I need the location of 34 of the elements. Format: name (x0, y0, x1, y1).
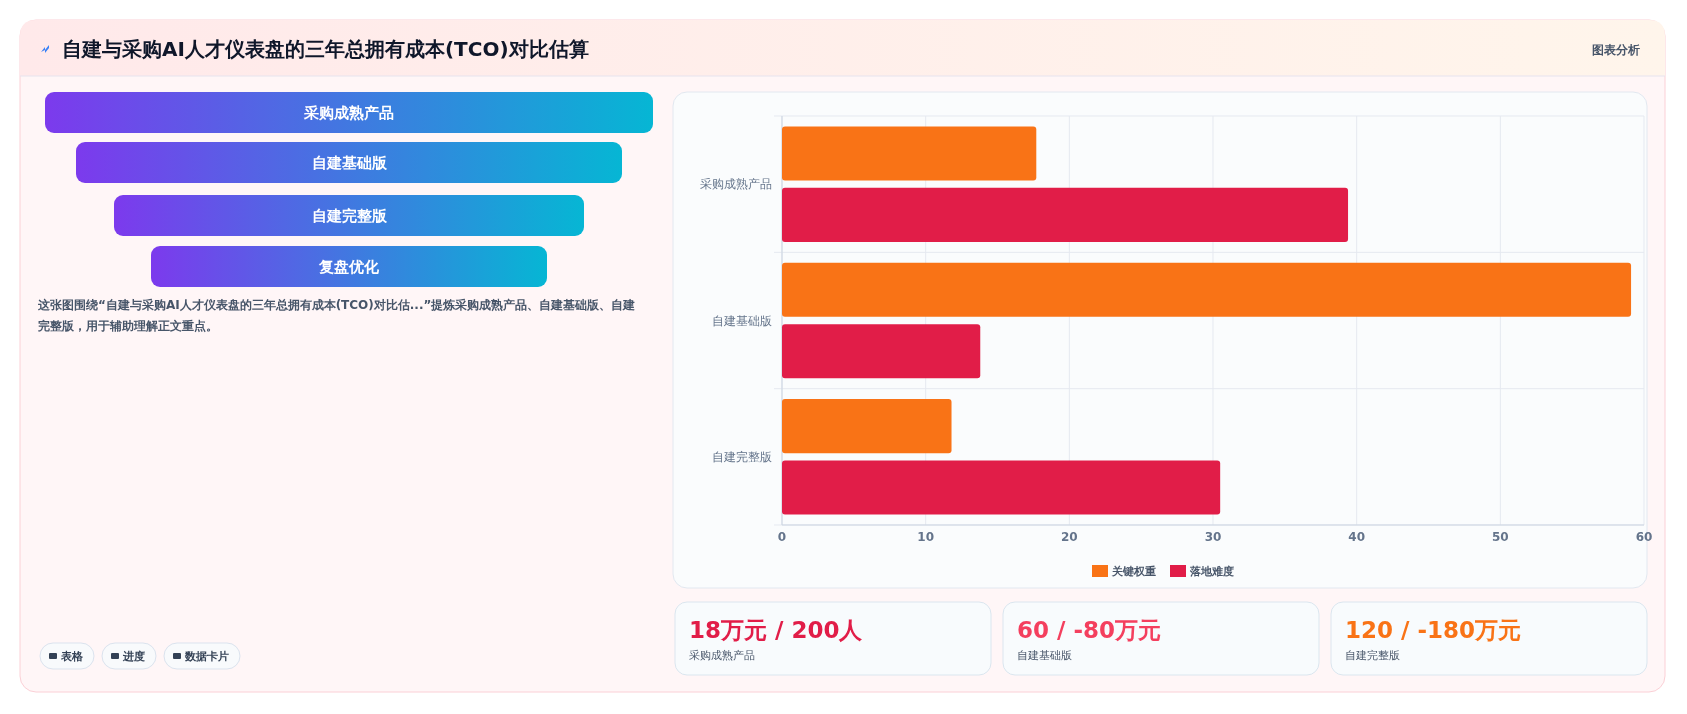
category-label: 自建基础版 (311, 154, 388, 172)
x-tick-label: 20 (1060, 530, 1078, 544)
legend-label: 关键权重 (1111, 565, 1156, 578)
text: 数据卡片 (184, 650, 229, 663)
x-tick-label: 10 (917, 530, 935, 544)
text: 120 / -180万元 (1345, 617, 1521, 643)
text: 进度 (122, 650, 145, 663)
x-tick-label: 0 (777, 530, 787, 544)
bar (782, 460, 1221, 515)
text: 图表分析 (1592, 43, 1640, 57)
category-label: 复盘优化 (318, 258, 380, 276)
y-tick-label: 采购成熟产品 (700, 177, 772, 192)
category-label: 采购成熟产品 (689, 649, 755, 662)
x-tick-label: 40 (1348, 530, 1366, 544)
legend-label: 落地难度 (1189, 565, 1234, 578)
y-tick-label: 自建完整版 (712, 449, 772, 464)
y-tick-label: 自建基础版 (712, 313, 772, 328)
category-label: 自建完整版 (311, 207, 388, 225)
bar (782, 187, 1349, 242)
text: 这张图围绕“自建与采购AI人才仪表盘的三年总拥有成本(TCO)对比估...”提炼采购成熟产品、自建基础版、自建完整版，用于辅助理解正文重点。 (37, 298, 636, 333)
x-tick-label: 30 (1204, 530, 1222, 544)
x-tick-label: 60 (1635, 530, 1653, 544)
bar (782, 324, 981, 379)
category-label: 自建基础版 (1017, 649, 1072, 662)
bar (782, 126, 1037, 181)
text: 18万元 / 200人 (689, 617, 863, 643)
text: 自建与采购AI人才仪表盘的三年总拥有成本(TCO)对比估算 (62, 37, 589, 61)
x-tick-label: 50 (1491, 530, 1509, 544)
text: 表格 (60, 650, 84, 663)
category-label: 采购成熟产品 (303, 104, 394, 122)
text: 60 / -80万元 (1017, 617, 1161, 643)
category-label: 自建完整版 (1345, 649, 1400, 662)
bar (782, 262, 1632, 317)
bar (782, 399, 952, 454)
